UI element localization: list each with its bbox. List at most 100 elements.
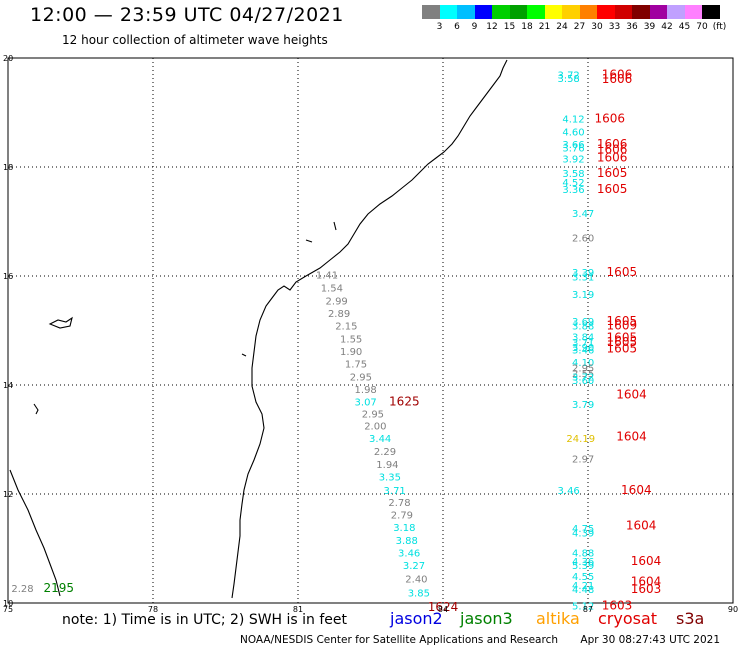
swh-value: 2.97 [572, 454, 594, 465]
legend-swatch [492, 5, 510, 19]
swh-value: 1.54 [321, 283, 343, 294]
map-grid [7, 57, 734, 604]
swh-value: 3.46 [558, 486, 580, 497]
swh-value: 4.12 [562, 114, 584, 125]
swh-value: 2.89 [328, 309, 350, 320]
swh-value: 4.48 [572, 585, 594, 596]
swh-value: 3.31 [572, 272, 594, 283]
x-tick-label: 87 [583, 605, 593, 614]
swh-value: 3.84 [572, 332, 594, 343]
swh-value: 2.95 [350, 373, 372, 384]
swh-value: 2.29 [374, 447, 396, 458]
orbit-id: 1604 [631, 575, 662, 589]
swh-value: 3.36 [562, 185, 584, 196]
legend-swatch [579, 5, 597, 19]
swh-value: 1.90 [340, 347, 362, 358]
orbit-id: 1605 [597, 166, 628, 180]
swh-value: 3.76 [562, 144, 584, 155]
swh-value: 2.15 [335, 321, 357, 332]
orbit-id: 1609 [607, 318, 638, 332]
swh-value: 3.07 [355, 398, 377, 409]
orbit-id: 1605 [607, 265, 638, 279]
color-legend [422, 5, 720, 19]
legend-swatch [649, 5, 667, 19]
y-axis-ticks: 10 12 14 16 18 20 [3, 54, 13, 608]
swh-value: 5.12 [572, 602, 594, 613]
satellite-cryosat: cryosat [598, 609, 658, 628]
island-5 [305, 239, 313, 243]
swh-value: 4.10 [572, 358, 594, 369]
swh-value: 2.55 [572, 369, 594, 380]
swh-value: 3.46 [398, 549, 420, 560]
swh-value: 4.60 [562, 127, 584, 138]
swh-value: 24.19 [566, 434, 595, 445]
swh-value: 4.52 [562, 178, 584, 189]
footer-org: NOAA/NESDIS Center for Satellite Applica… [240, 634, 558, 646]
swh-value: 2.95 [572, 363, 594, 374]
swh-value: 1.41 [316, 271, 338, 282]
orbit-id: 1604 [616, 430, 647, 444]
swh-value: 3.88 [572, 321, 594, 332]
y-tick-label: 20 [3, 54, 13, 63]
legend-label: 36 [626, 22, 638, 32]
legend-swatch [614, 5, 632, 19]
legend-label: 33 [608, 22, 621, 32]
x-tick-label: 84 [438, 605, 448, 614]
swh-value: 2.78 [388, 498, 410, 509]
legend-swatch [439, 5, 457, 19]
legend-label: 15 [503, 22, 516, 32]
swh-value: 4.36 [572, 557, 594, 568]
y-tick-label: 16 [3, 272, 13, 281]
y-tick-label: 10 [3, 599, 13, 608]
satellite-altika: altika [536, 609, 580, 628]
page-subtitle: 12 hour collection of altimeter wave hei… [62, 33, 328, 47]
orbit-id: 1604 [616, 388, 647, 402]
legend-swatch [544, 5, 562, 19]
swh-value: 3.79 [572, 400, 594, 411]
satellite-jason2: jason2 [390, 609, 443, 628]
legend-label: 12 [486, 22, 498, 32]
swh-readings: 3.723.584.124.603.663.763.923.584.523.36… [11, 71, 595, 613]
orbit-ids: 1606160616061606160616061605160516051605… [43, 68, 661, 614]
orbit-id: 1604 [621, 483, 652, 497]
orbit-id: 1605 [607, 330, 638, 344]
legend-swatch [597, 5, 615, 19]
legend-label: 39 [643, 22, 656, 32]
swh-value: 3.71 [384, 486, 406, 497]
island-4 [333, 221, 337, 231]
orbit-id: 1604 [631, 554, 662, 568]
swh-value: 2.28 [11, 584, 33, 595]
orbit-id: 1603 [631, 582, 662, 596]
orbit-id: 1605 [607, 314, 638, 328]
x-tick-label: 90 [728, 605, 738, 614]
swh-value: 2.40 [405, 574, 427, 585]
swh-value: 3.60 [572, 376, 594, 387]
x-axis-ticks: 75 78 81 84 87 90 [3, 605, 738, 614]
orbit-id: 1605 [607, 335, 638, 349]
legend-label: 45 [678, 22, 691, 32]
swh-value: 3.69 [572, 317, 594, 328]
swh-value: 3.90 [572, 343, 594, 354]
legend-label: 70 [696, 22, 708, 32]
swh-value: 2.79 [391, 511, 413, 522]
swh-value: 4.39 [572, 529, 594, 540]
orbit-id: 1605 [597, 182, 628, 196]
swh-value: 3.72 [572, 373, 594, 384]
x-tick-label: 78 [148, 605, 158, 614]
legend-label: 9 [471, 22, 478, 32]
orbit-id: 1606 [597, 151, 628, 165]
island-2 [33, 403, 39, 415]
footer-timestamp: Apr 30 08:27:43 UTC 2021 [580, 634, 720, 646]
island-1 [48, 316, 73, 329]
orbit-id: 1625 [389, 395, 420, 409]
swh-value: 2.60 [572, 234, 594, 245]
legend-swatch [457, 5, 475, 19]
swh-value: 3.35 [379, 472, 401, 483]
coastline-sri-lanka [9, 469, 61, 597]
legend-swatch [632, 5, 650, 19]
orbit-id: 1604 [626, 518, 657, 532]
page-title: 12:00 — 23:59 UTC 04/27/2021 [30, 4, 344, 26]
swh-value: 1.55 [340, 334, 362, 345]
swh-value: 3.46 [572, 345, 594, 356]
